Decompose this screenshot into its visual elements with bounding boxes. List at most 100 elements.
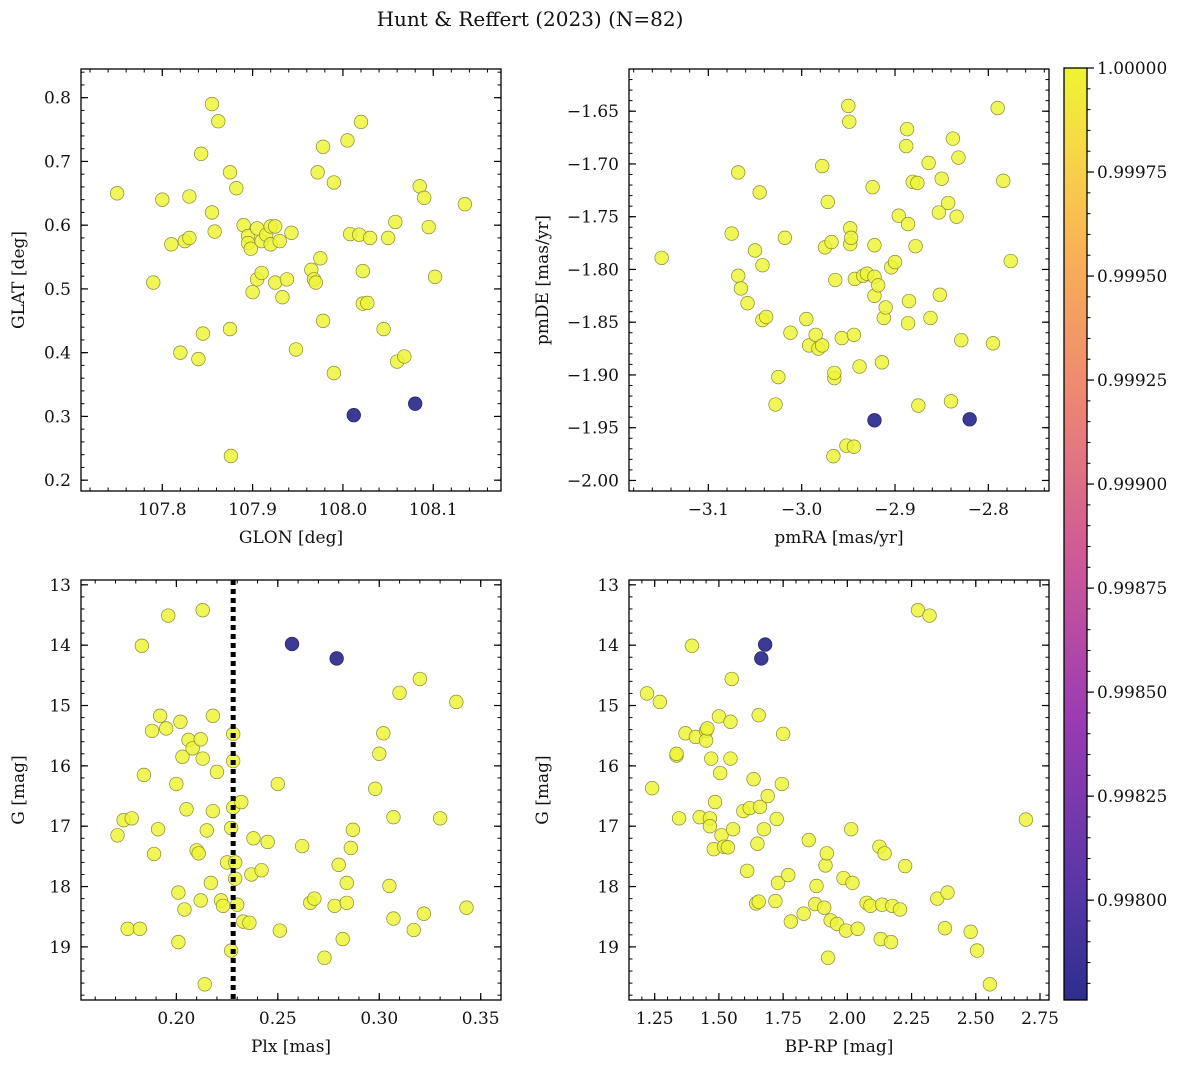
- member-point: [910, 603, 926, 618]
- member-point: [209, 764, 225, 780]
- axes-frame: [628, 68, 1050, 492]
- x-tick-label: 2.25: [893, 1009, 931, 1029]
- member-point: [307, 891, 322, 906]
- member-point: [711, 709, 727, 724]
- member-point: [820, 194, 835, 210]
- x-tick-label: 108.0: [319, 500, 368, 520]
- y-tick-label: 17: [597, 817, 619, 837]
- member-point: [203, 875, 219, 891]
- x-tick-label: 2.75: [1021, 1009, 1059, 1029]
- member-point: [1018, 812, 1034, 827]
- y-tick-label: 0.8: [44, 89, 71, 109]
- member-point: [368, 781, 383, 796]
- member-point: [171, 934, 186, 950]
- member-point: [834, 330, 849, 346]
- outlier-point: [962, 412, 977, 427]
- member-point: [809, 878, 824, 894]
- member-point: [921, 155, 936, 171]
- outlier-point: [346, 407, 361, 423]
- member-point: [922, 608, 937, 623]
- colorbar-tick-label: 0.99800: [1097, 891, 1167, 911]
- member-point: [724, 226, 739, 241]
- member-point: [815, 158, 830, 174]
- member-point: [644, 781, 660, 796]
- member-point: [951, 150, 966, 165]
- colorbar-tick-label: 0.99875: [1097, 579, 1167, 599]
- member-point: [911, 398, 926, 413]
- y-tick-label: 19: [597, 938, 619, 958]
- y-tick-label: −1.75: [567, 208, 619, 228]
- y-tick-label: 0.3: [44, 407, 71, 427]
- member-point: [897, 858, 913, 874]
- member-point: [205, 708, 221, 723]
- member-point: [339, 875, 354, 891]
- member-point: [723, 751, 738, 766]
- member-point: [260, 834, 275, 850]
- member-point: [412, 671, 427, 687]
- y-axis-label: pmDE [mas/yr]: [533, 215, 553, 345]
- member-point: [846, 327, 862, 343]
- member-point: [969, 943, 985, 958]
- member-point: [355, 263, 370, 279]
- colorbar: 0.99800 0.99825 0.99850 0.99875 0.99900 0.999…: [1063, 59, 1167, 1001]
- member-point: [275, 290, 290, 305]
- x-axis-label: pmRA [mas/yr]: [774, 528, 903, 548]
- member-point: [891, 208, 906, 223]
- colorbar-tick-label: 1.00000: [1097, 59, 1167, 79]
- x-tick-label: −3.0: [781, 500, 822, 520]
- member-point: [759, 309, 774, 325]
- member-point: [819, 846, 834, 861]
- member-point: [698, 733, 714, 748]
- outlier-point: [408, 396, 423, 411]
- member-point: [223, 448, 239, 464]
- x-tick-label: −3.1: [688, 500, 729, 520]
- member-point: [887, 254, 903, 270]
- member-point: [931, 205, 947, 220]
- member-point: [768, 893, 783, 909]
- outlier-point: [329, 651, 344, 666]
- outlier-point: [284, 636, 300, 652]
- member-point: [654, 250, 669, 265]
- member-point: [175, 749, 190, 764]
- member-point: [382, 878, 397, 894]
- member-point: [923, 310, 938, 326]
- member-point: [799, 311, 814, 327]
- member-point: [725, 822, 741, 837]
- y-tick-label: −2.00: [567, 471, 619, 491]
- member-point: [770, 875, 786, 891]
- x-tick-label: 0.20: [157, 1009, 195, 1029]
- member-point: [808, 327, 823, 343]
- member-point: [386, 911, 401, 926]
- y-tick-label: 0.7: [44, 152, 71, 172]
- member-point: [376, 321, 391, 337]
- member-point: [327, 898, 342, 914]
- member-point: [146, 846, 162, 862]
- member-point: [197, 977, 212, 992]
- y-tick-label: 14: [597, 636, 619, 656]
- member-point: [900, 216, 916, 232]
- member-point: [774, 776, 789, 792]
- member-point: [723, 714, 738, 729]
- member-point: [945, 131, 961, 146]
- member-point: [818, 858, 833, 873]
- y-tick-label: −1.70: [567, 155, 619, 175]
- member-point: [195, 603, 210, 618]
- member-point: [671, 811, 687, 826]
- member-point: [326, 175, 342, 190]
- x-tick-label: 0.25: [259, 1009, 297, 1029]
- colorbar-tick-label: 0.99975: [1097, 163, 1167, 183]
- member-point: [777, 230, 793, 245]
- member-point: [940, 885, 955, 900]
- member-point: [954, 332, 969, 348]
- y-axis-label: GLAT [deg]: [9, 231, 29, 329]
- x-axis-label: GLON [deg]: [239, 528, 343, 548]
- member-point: [339, 895, 354, 910]
- member-point: [751, 894, 766, 909]
- member-point: [1003, 253, 1018, 269]
- member-point: [193, 146, 209, 161]
- axes-frame: [80, 579, 502, 1001]
- member-point: [781, 867, 796, 883]
- member-point: [652, 694, 667, 710]
- member-point: [326, 365, 342, 381]
- member-point: [432, 811, 448, 826]
